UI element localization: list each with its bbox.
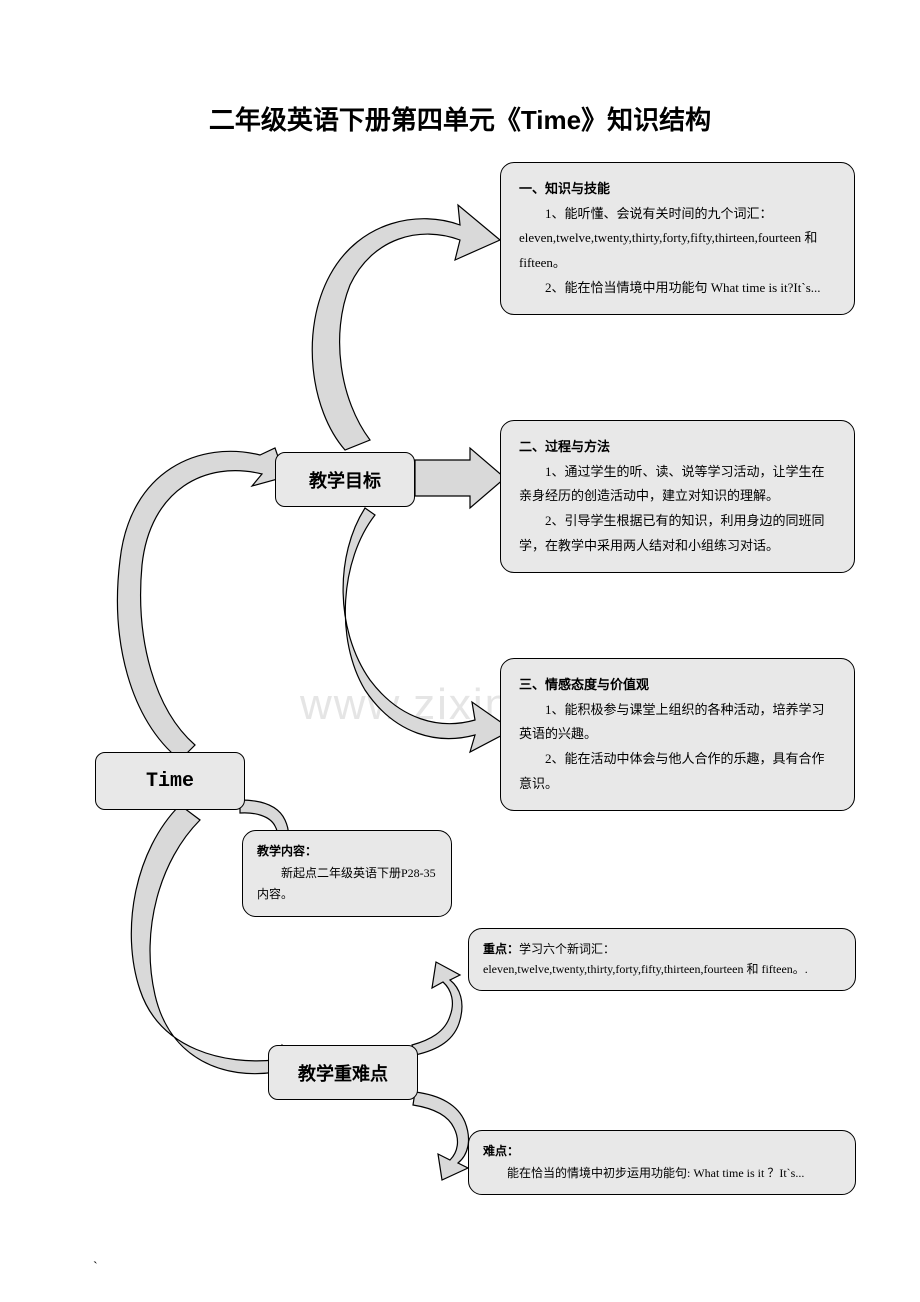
contentF-line1: 能在恰当的情境中初步运用功能句: What time is it ？It`s..… bbox=[483, 1163, 841, 1185]
root-label: Time bbox=[146, 770, 194, 793]
root-node-time: Time bbox=[95, 752, 245, 810]
contentC-heading: 三、情感态度与价值观 bbox=[519, 673, 836, 698]
branch-node-goals: 教学目标 bbox=[275, 452, 415, 507]
content-box-content: 教学内容： 新起点二年级英语下册P28-35 内容。 bbox=[242, 830, 452, 917]
contentB-heading: 二、过程与方法 bbox=[519, 435, 836, 460]
contentC-line1: 1、能积极参与课堂上组织的各种活动，培养学习英语的兴趣。 bbox=[519, 698, 836, 747]
contentA-heading: 一、知识与技能 bbox=[519, 177, 836, 202]
contentD-line1: 新起点二年级英语下册P28-35 内容。 bbox=[257, 863, 437, 906]
contentB-line2: 2、引导学生根据已有的知识，利用身边的同班同学，在教学中采用两人结对和小组练习对… bbox=[519, 509, 836, 558]
branch2-label: 教学重难点 bbox=[298, 1060, 388, 1086]
branch-node-keypoints: 教学重难点 bbox=[268, 1045, 418, 1100]
contentA-line3: 2、能在恰当情境中用功能句 What time is it?It`s... bbox=[519, 276, 836, 301]
contentB-line1: 1、通过学生的听、读、说等学习活动，让学生在亲身经历的创造活动中，建立对知识的理… bbox=[519, 460, 836, 509]
content-box-knowledge: 一、知识与技能 1、能听懂、会说有关时间的九个词汇： eleven,twelve… bbox=[500, 162, 855, 315]
contentD-heading: 教学内容： bbox=[257, 841, 437, 863]
contentA-line1: 1、能听懂、会说有关时间的九个词汇： bbox=[519, 202, 836, 227]
content-box-attitude: 三、情感态度与价值观 1、能积极参与课堂上组织的各种活动，培养学习英语的兴趣。 … bbox=[500, 658, 855, 811]
contentA-line2: eleven,twelve,twenty,thirty,forty,fifty,… bbox=[519, 226, 836, 275]
branch1-label: 教学目标 bbox=[309, 467, 381, 493]
content-box-difficulty: 难点： 能在恰当的情境中初步运用功能句: What time is it ？It… bbox=[468, 1130, 856, 1195]
contentE-tail: 学习六个新词汇： bbox=[519, 942, 615, 956]
contentF-heading: 难点： bbox=[483, 1141, 841, 1163]
contentE-heading: 重点： bbox=[483, 942, 519, 956]
contentE-line1: eleven,twelve,twenty,thirty,forty,fifty,… bbox=[483, 959, 841, 979]
content-box-keypoint: 重点：学习六个新词汇： eleven,twelve,twenty,thirty,… bbox=[468, 928, 856, 991]
contentC-line2: 2、能在活动中体会与他人合作的乐趣，具有合作意识。 bbox=[519, 747, 836, 796]
content-box-process: 二、过程与方法 1、通过学生的听、读、说等学习活动，让学生在亲身经历的创造活动中… bbox=[500, 420, 855, 573]
stray-backtick: ` bbox=[93, 1260, 98, 1276]
contentE-row1: 重点：学习六个新词汇： bbox=[483, 939, 841, 959]
